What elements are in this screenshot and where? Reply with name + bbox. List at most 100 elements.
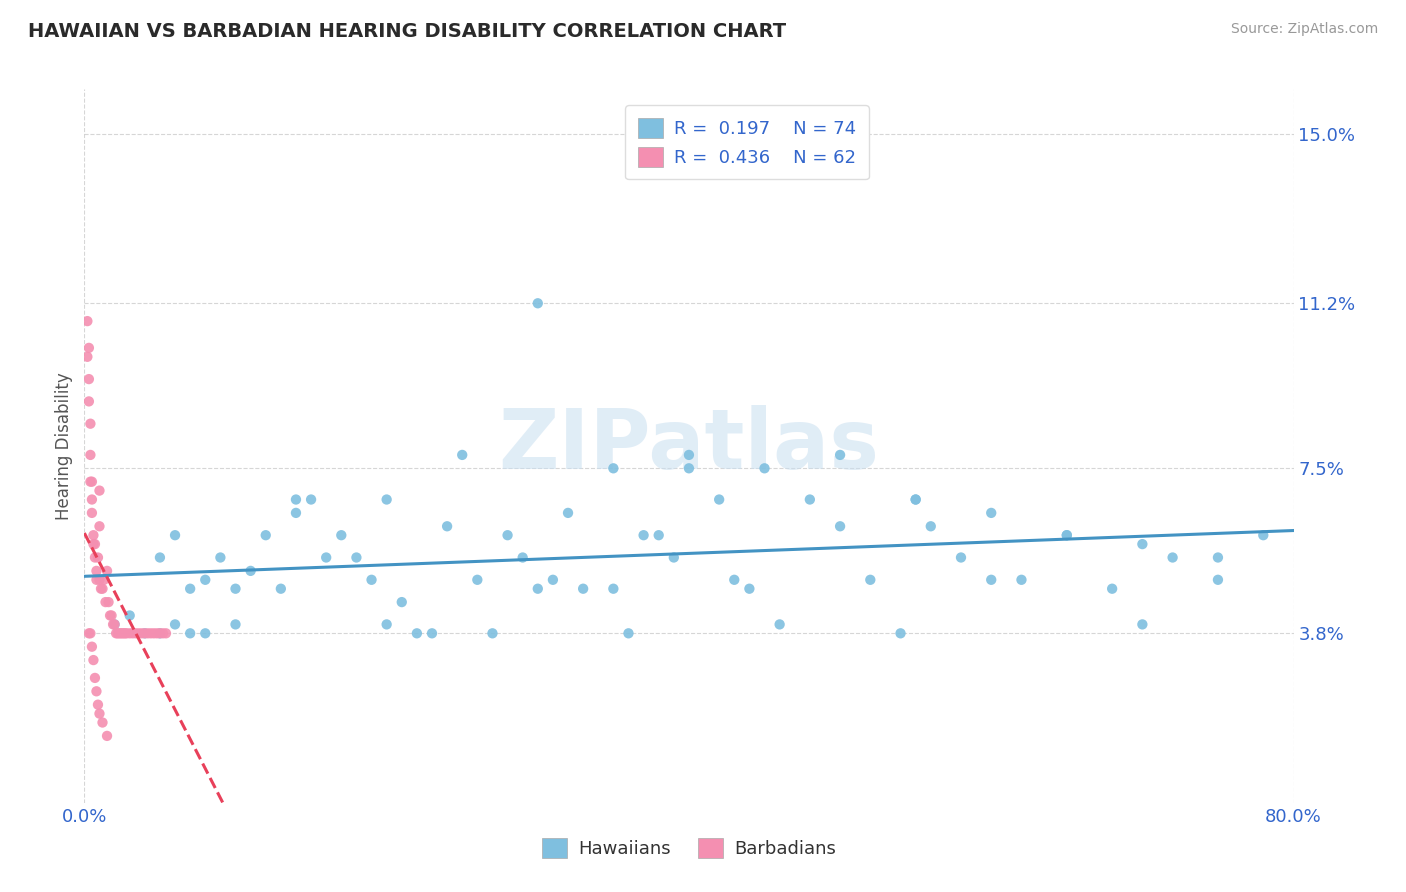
Point bbox=[738, 582, 761, 596]
Point bbox=[315, 550, 337, 565]
Point bbox=[330, 528, 353, 542]
Point bbox=[769, 617, 792, 632]
Point bbox=[1056, 528, 1078, 542]
Point bbox=[541, 573, 564, 587]
Point bbox=[94, 595, 117, 609]
Point bbox=[406, 626, 429, 640]
Point bbox=[128, 626, 150, 640]
Point bbox=[79, 475, 101, 489]
Point bbox=[904, 492, 927, 507]
Text: Source: ZipAtlas.com: Source: ZipAtlas.com bbox=[1230, 22, 1378, 37]
Point bbox=[87, 698, 110, 712]
Point bbox=[89, 573, 111, 587]
Point bbox=[104, 617, 127, 632]
Point bbox=[360, 573, 382, 587]
Point bbox=[1206, 573, 1229, 587]
Point bbox=[76, 314, 98, 328]
Point bbox=[104, 617, 127, 632]
Point bbox=[194, 573, 217, 587]
Point bbox=[77, 341, 100, 355]
Point bbox=[146, 626, 169, 640]
Point bbox=[285, 506, 308, 520]
Point bbox=[648, 528, 671, 542]
Point bbox=[136, 626, 159, 640]
Point bbox=[375, 617, 398, 632]
Point bbox=[179, 626, 201, 640]
Point bbox=[451, 448, 474, 462]
Point bbox=[86, 564, 108, 578]
Point bbox=[420, 626, 443, 640]
Text: ZIPatlas: ZIPatlas bbox=[499, 406, 879, 486]
Point bbox=[799, 492, 821, 507]
Point bbox=[678, 461, 700, 475]
Point bbox=[950, 550, 973, 565]
Point bbox=[830, 448, 852, 462]
Point bbox=[77, 372, 100, 386]
Point bbox=[496, 528, 519, 542]
Point bbox=[84, 537, 107, 551]
Point bbox=[152, 626, 174, 640]
Point bbox=[527, 582, 550, 596]
Point bbox=[602, 461, 624, 475]
Point bbox=[890, 626, 912, 640]
Point bbox=[346, 550, 368, 565]
Y-axis label: Hearing Disability: Hearing Disability bbox=[55, 372, 73, 520]
Point bbox=[114, 626, 136, 640]
Point bbox=[1130, 537, 1153, 551]
Point bbox=[76, 350, 98, 364]
Point bbox=[662, 550, 685, 565]
Point bbox=[77, 394, 100, 409]
Point bbox=[118, 608, 141, 623]
Point bbox=[904, 492, 927, 507]
Point bbox=[107, 626, 129, 640]
Point bbox=[1206, 550, 1229, 565]
Point bbox=[1253, 528, 1275, 542]
Point bbox=[82, 528, 104, 542]
Point bbox=[90, 582, 112, 596]
Point bbox=[134, 626, 156, 640]
Point bbox=[105, 626, 128, 640]
Point bbox=[86, 573, 108, 587]
Point bbox=[142, 626, 165, 640]
Point bbox=[79, 417, 101, 431]
Point bbox=[91, 715, 114, 730]
Point bbox=[527, 296, 550, 310]
Point bbox=[467, 573, 489, 587]
Point bbox=[101, 617, 124, 632]
Point bbox=[91, 582, 114, 596]
Point bbox=[270, 582, 292, 596]
Point bbox=[100, 608, 122, 623]
Point bbox=[285, 492, 308, 507]
Point bbox=[77, 626, 100, 640]
Point bbox=[108, 626, 131, 640]
Point bbox=[980, 573, 1002, 587]
Point bbox=[79, 626, 101, 640]
Point bbox=[84, 671, 107, 685]
Point bbox=[179, 582, 201, 596]
Point bbox=[149, 626, 172, 640]
Point bbox=[149, 626, 172, 640]
Point bbox=[557, 506, 579, 520]
Point bbox=[512, 550, 534, 565]
Point bbox=[859, 573, 882, 587]
Point bbox=[225, 617, 247, 632]
Point bbox=[225, 582, 247, 596]
Point bbox=[97, 595, 120, 609]
Point bbox=[89, 519, 111, 533]
Point bbox=[980, 506, 1002, 520]
Point bbox=[110, 626, 132, 640]
Point bbox=[98, 608, 121, 623]
Point bbox=[118, 626, 141, 640]
Point bbox=[79, 448, 101, 462]
Point bbox=[375, 492, 398, 507]
Point bbox=[84, 550, 107, 565]
Point bbox=[80, 640, 103, 654]
Point bbox=[93, 573, 115, 587]
Point bbox=[82, 537, 104, 551]
Point bbox=[139, 626, 162, 640]
Point bbox=[920, 519, 942, 533]
Point bbox=[1130, 617, 1153, 632]
Point bbox=[1161, 550, 1184, 565]
Point bbox=[89, 483, 111, 498]
Point bbox=[602, 582, 624, 596]
